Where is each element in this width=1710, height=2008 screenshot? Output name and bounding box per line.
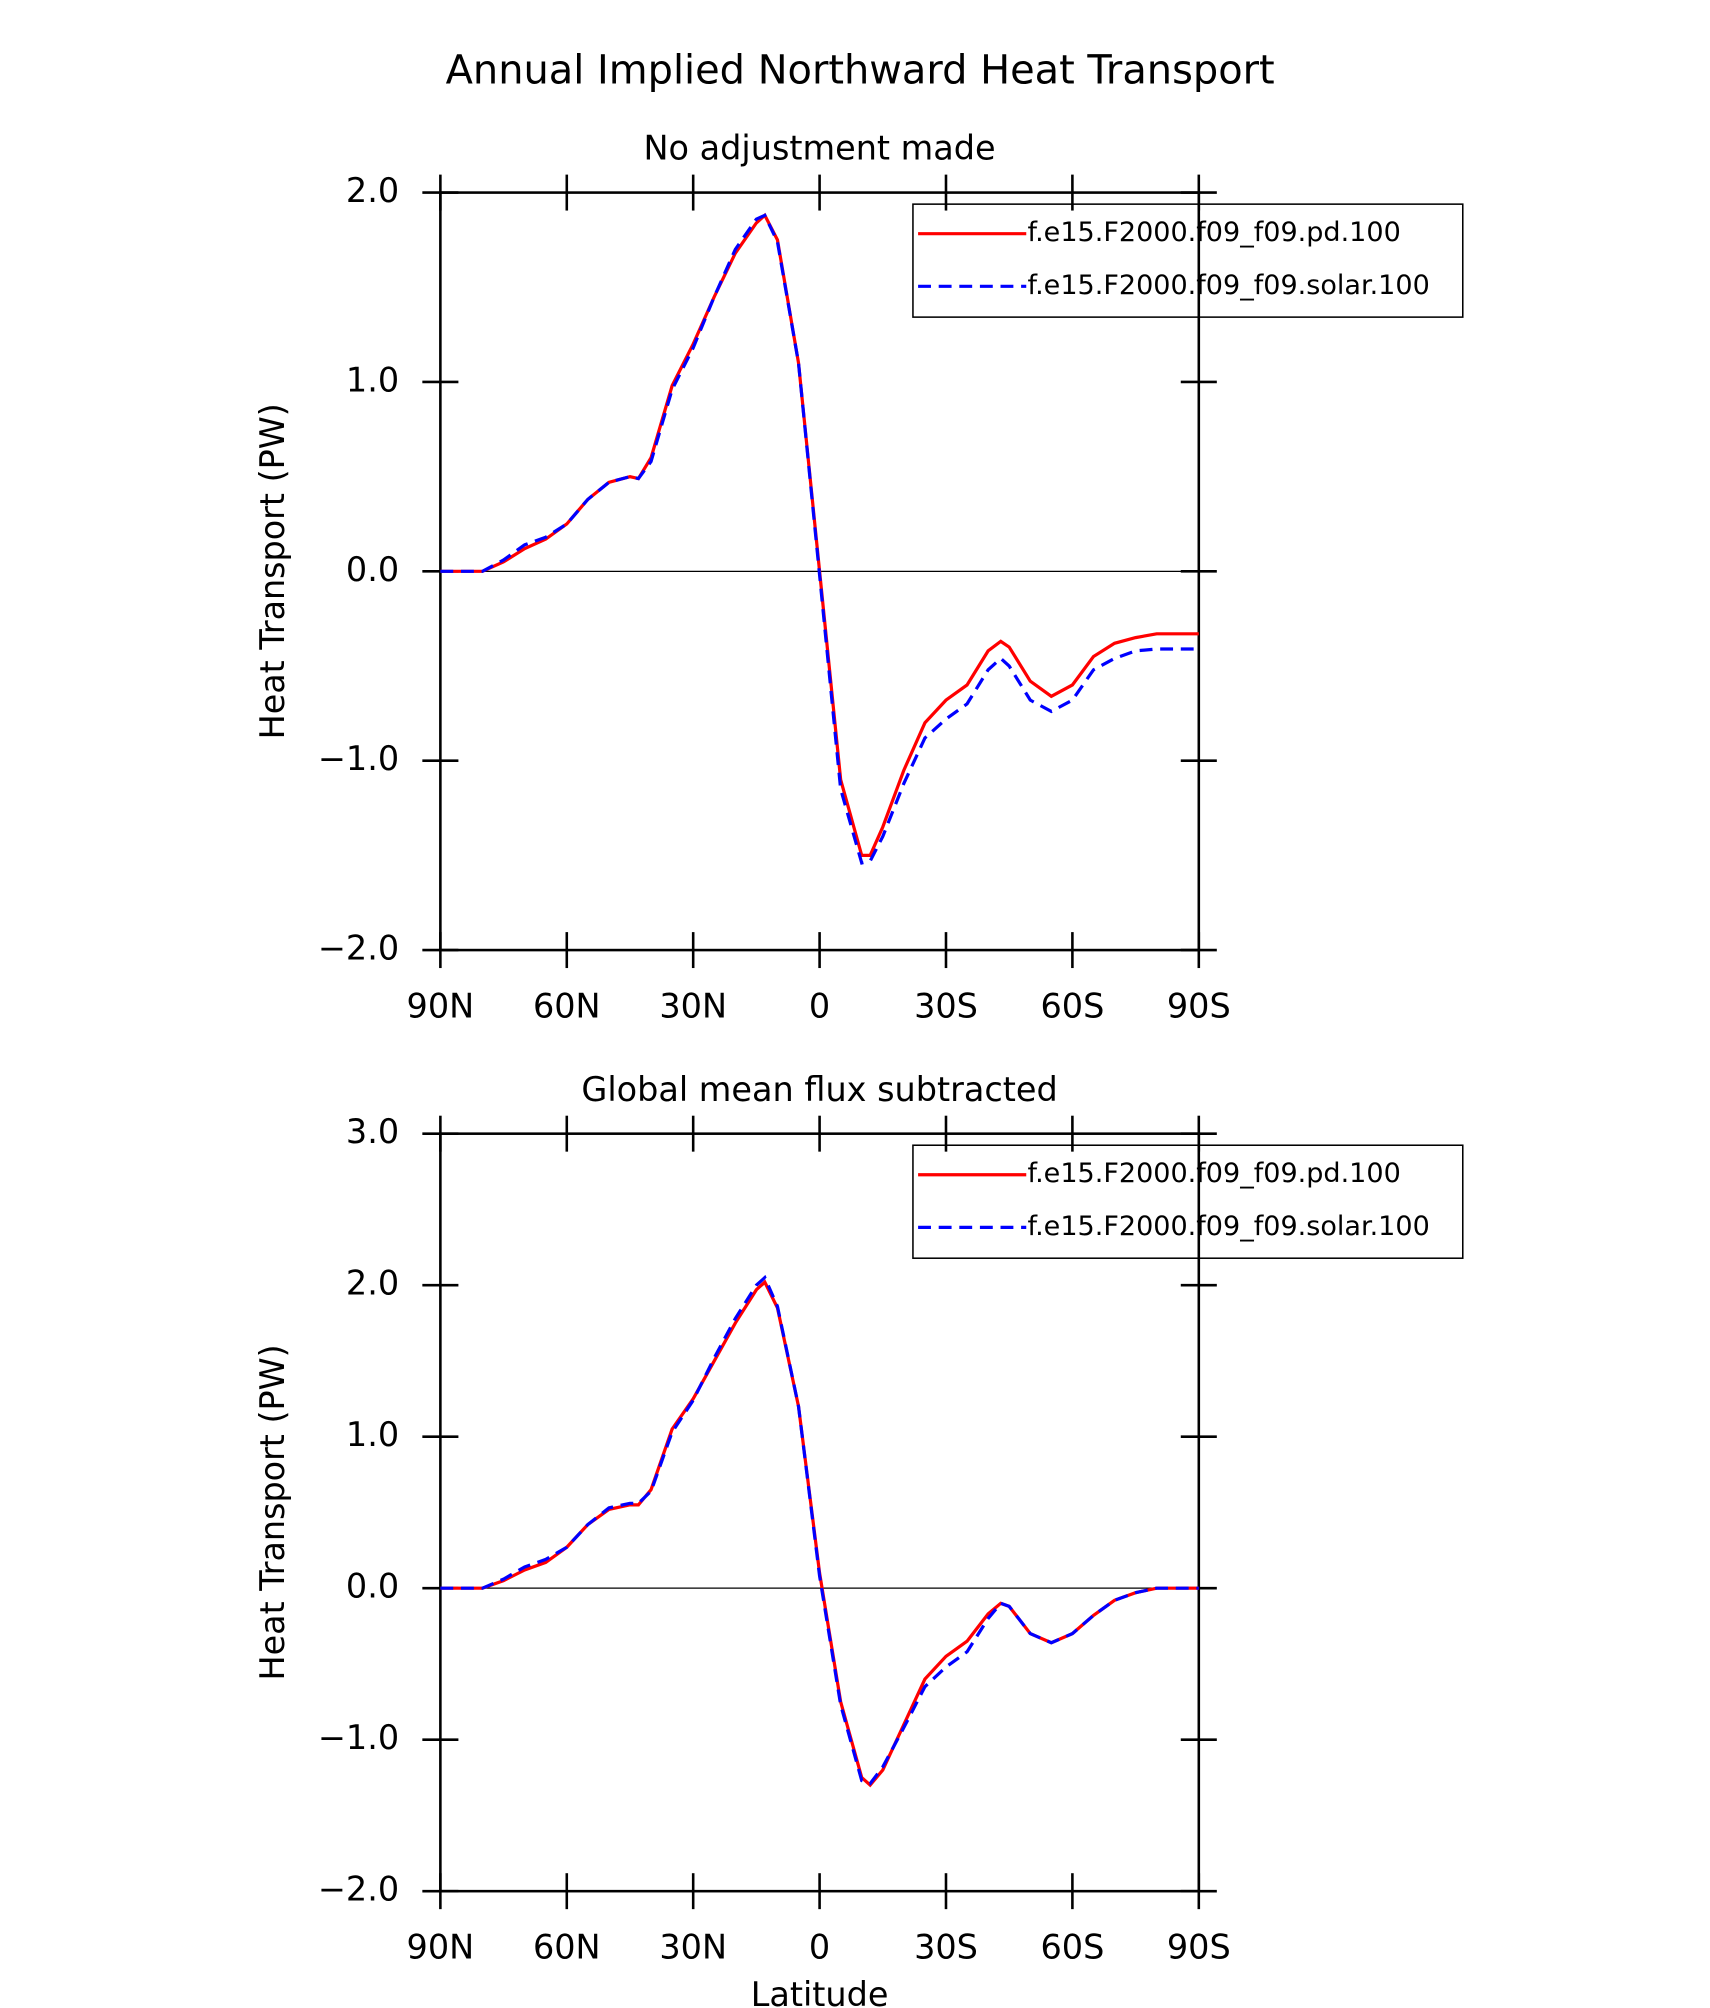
y-tick-label: −1.0: [318, 1718, 399, 1757]
figure-title: Annual Implied Northward Heat Transport: [446, 48, 1275, 94]
series-line: [440, 1279, 1199, 1788]
legend-label: f.e15.F2000.f09_f09.solar.100: [1028, 1211, 1430, 1242]
x-tick-label: 60S: [1040, 1927, 1104, 1966]
legend-label: f.e15.F2000.f09_f09.pd.100: [1028, 1158, 1401, 1189]
series-line: [440, 213, 1199, 865]
series-line: [440, 212, 1199, 857]
legend-box: [912, 1144, 1464, 1259]
y-tick-label: −2.0: [318, 1870, 399, 1909]
y-tick-label: −2.0: [318, 929, 399, 968]
y-tick-label: 3.0: [346, 1112, 399, 1151]
x-tick-label: 30N: [659, 986, 727, 1025]
x-tick-label: 90S: [1167, 986, 1231, 1025]
series-line: [440, 1274, 1199, 1786]
chart: Global mean flux subtracted Heat Transpor…: [253, 1070, 1464, 2008]
y-axis-label: Heat Transport (PW): [253, 1344, 292, 1680]
x-tick-label: 90S: [1167, 1927, 1231, 1966]
legend-box: [912, 203, 1464, 318]
x-tick-label: 30S: [914, 1927, 978, 1966]
y-tick-label: 0.0: [346, 1567, 399, 1606]
x-tick-label: 30N: [659, 1927, 727, 1966]
chart-subtitle: No adjustment made: [644, 129, 996, 168]
chart-subtitle: Global mean flux subtracted: [581, 1070, 1057, 1109]
y-tick-label: 1.0: [346, 360, 399, 399]
x-tick-label: 60N: [533, 1927, 601, 1966]
x-tick-label: 90N: [407, 986, 475, 1025]
x-tick-label: 60S: [1040, 986, 1104, 1025]
x-tick-label: 0: [809, 986, 830, 1025]
y-tick-label: 1.0: [346, 1415, 399, 1454]
y-tick-label: 0.0: [346, 550, 399, 589]
legend-label: f.e15.F2000.f09_f09.solar.100: [1028, 270, 1430, 301]
y-tick-label: 2.0: [346, 1264, 399, 1303]
y-tick-label: −1.0: [318, 739, 399, 778]
x-tick-label: 0: [809, 1927, 830, 1966]
y-tick-label: 2.0: [346, 171, 399, 210]
x-axis-label: Latitude: [751, 1975, 889, 2008]
chart: No adjustment made Heat Transport (PW) −2.…: [253, 129, 1464, 1025]
x-tick-label: 90N: [407, 1927, 475, 1966]
x-tick-label: 60N: [533, 986, 601, 1025]
plot-frame: [439, 1132, 1201, 1893]
legend-label: f.e15.F2000.f09_f09.pd.100: [1028, 217, 1401, 248]
y-axis-label: Heat Transport (PW): [253, 403, 292, 739]
x-tick-label: 30S: [914, 986, 978, 1025]
